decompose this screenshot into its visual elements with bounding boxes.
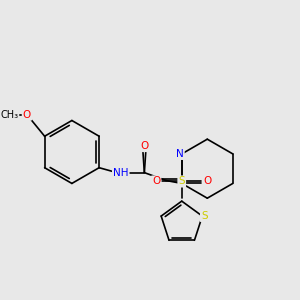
- Text: O: O: [140, 141, 148, 151]
- Text: O: O: [203, 176, 212, 187]
- Text: O: O: [152, 176, 160, 187]
- Text: O: O: [23, 110, 31, 120]
- Text: N: N: [176, 149, 184, 159]
- Text: S: S: [178, 176, 185, 187]
- Text: CH₃: CH₃: [0, 110, 18, 120]
- Text: NH: NH: [113, 168, 128, 178]
- Text: S: S: [201, 211, 208, 221]
